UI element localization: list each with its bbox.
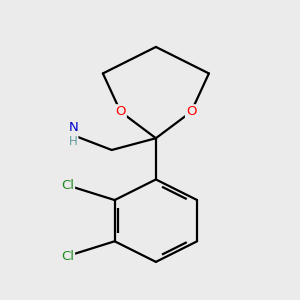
Text: Cl: Cl — [61, 179, 74, 192]
Text: O: O — [115, 105, 126, 118]
Text: H: H — [69, 135, 78, 148]
Text: Cl: Cl — [61, 250, 74, 262]
Text: N: N — [69, 122, 78, 134]
Text: O: O — [186, 105, 196, 118]
